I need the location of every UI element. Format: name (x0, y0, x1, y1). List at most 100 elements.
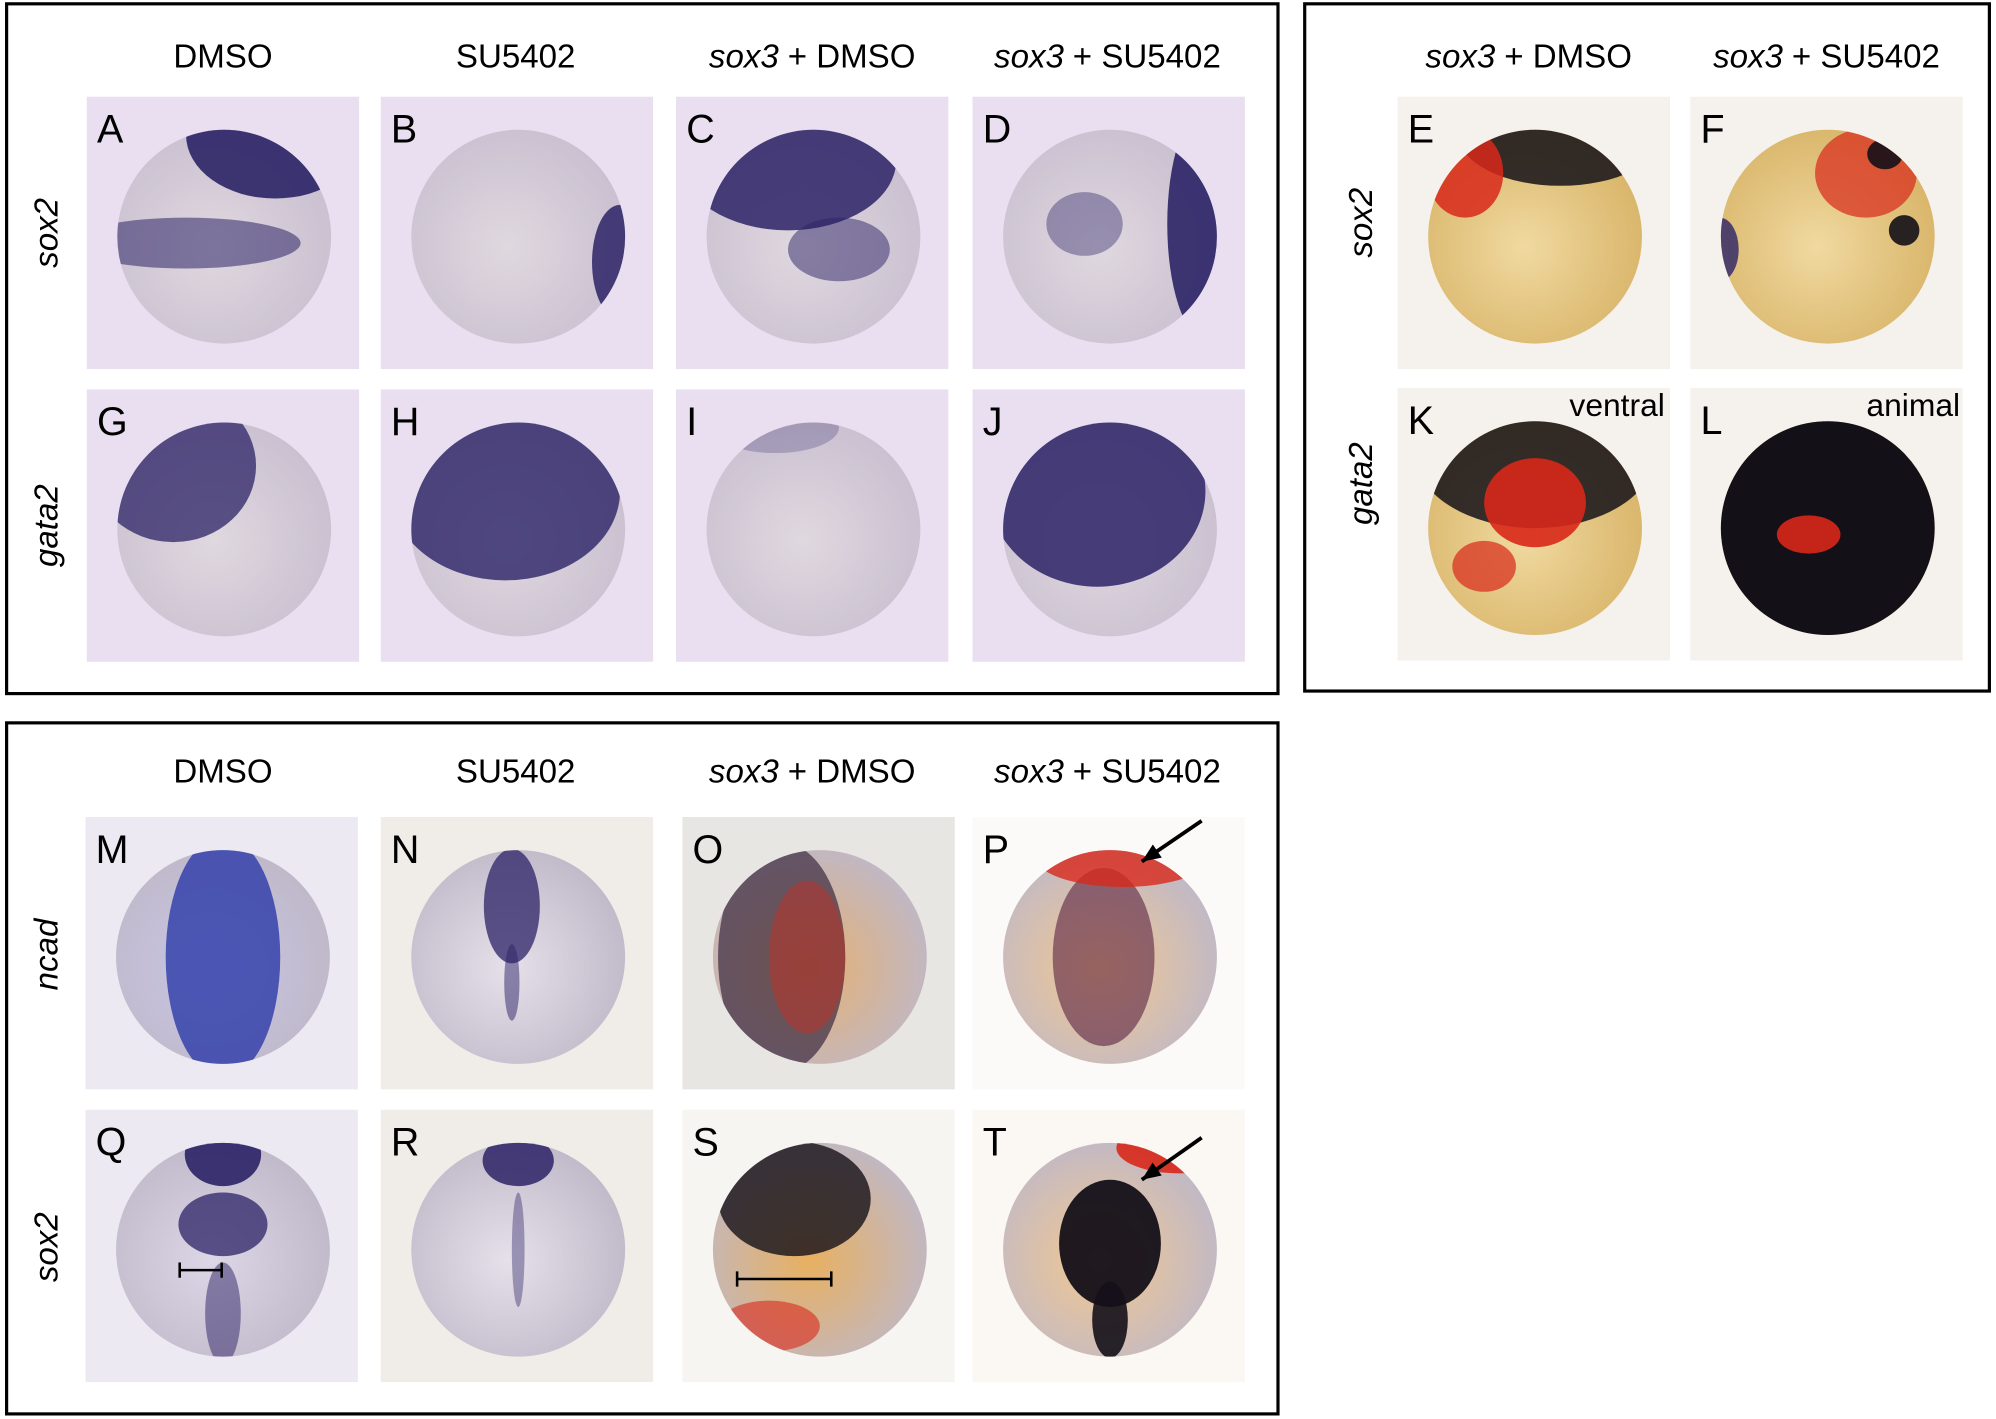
column-header: sox3 + DMSO (1425, 38, 1632, 75)
stain-area (1720, 217, 1739, 282)
embryo-image (1690, 96, 1963, 370)
column-header: sox3 + SU5402 (1713, 38, 1940, 75)
panel-letter: P (983, 828, 1009, 872)
stain-area (1776, 515, 1841, 554)
embryo-image (380, 389, 654, 662)
embryo-image (676, 96, 949, 370)
panel-letter: B (391, 108, 417, 152)
gene-name: sox3 (709, 38, 779, 75)
arrowhead (1141, 844, 1162, 862)
panel-letter: D (983, 108, 1011, 152)
treatment: DMSO (173, 754, 272, 791)
stain-area (1888, 215, 1920, 246)
stain (1046, 129, 1217, 339)
stain-area (117, 217, 301, 269)
column-header: SU5402 (456, 754, 576, 791)
stain (165, 850, 281, 1064)
treatment: + DMSO (788, 38, 916, 75)
embryo-image (972, 389, 1245, 662)
panel-box (1303, 2, 1991, 693)
panel-letter: M (96, 828, 129, 872)
stain-area (1059, 1179, 1161, 1308)
stain-area (1167, 129, 1217, 339)
stain-area (504, 944, 520, 1021)
embryo-image (380, 817, 654, 1090)
stain-area (718, 1142, 871, 1257)
stain-area (511, 1192, 525, 1308)
panel-box (5, 2, 1280, 696)
treatment: DMSO (173, 38, 272, 75)
row-label: gata2 (29, 484, 66, 567)
treatment: + DMSO (788, 754, 916, 791)
embryo-image (676, 389, 949, 662)
embryo-image (972, 96, 1245, 370)
stain-area (1484, 458, 1586, 548)
embryo (411, 1142, 626, 1357)
stain-area (165, 850, 281, 1064)
stain-area (768, 880, 846, 1034)
embryo-image (1690, 388, 1963, 661)
row-label: sox2 (1343, 188, 1380, 258)
stain-area (483, 850, 540, 964)
panel-letter: T (983, 1121, 1007, 1165)
stain-area (1452, 540, 1516, 592)
treatment: + SU5402 (1073, 38, 1221, 75)
stain (718, 850, 846, 1064)
column-header: sox3 + SU5402 (994, 38, 1221, 75)
panel-letter: R (391, 1121, 419, 1165)
column-header: DMSO (173, 754, 272, 791)
panel-letter: N (391, 828, 419, 872)
embryo-image (682, 817, 955, 1090)
arrowhead (1141, 1162, 1162, 1180)
column-header: DMSO (173, 38, 272, 75)
stain (178, 1142, 268, 1357)
treatment: SU5402 (456, 38, 576, 75)
stain-area (1092, 1281, 1128, 1357)
gene-name: sox3 (709, 754, 779, 791)
stain-area (1046, 192, 1123, 256)
panel-letter: S (693, 1121, 719, 1165)
panel-letter: K (1408, 399, 1434, 443)
stain (592, 204, 626, 320)
row-label: sox2 (29, 198, 66, 268)
embryo-image (85, 1109, 358, 1383)
stain-area (592, 204, 626, 320)
stain-area (205, 1262, 241, 1357)
stain (482, 1142, 554, 1308)
stain-area (1428, 421, 1642, 529)
stain-area (178, 1192, 268, 1257)
panel-letter: H (391, 400, 419, 444)
stain-area (1033, 850, 1212, 888)
row-label: sox2 (29, 1212, 66, 1282)
stain (1720, 421, 1935, 636)
embryo-image (86, 389, 360, 662)
embryo-image (972, 1109, 1245, 1383)
panel-letter: C (686, 108, 714, 152)
embryo-image (682, 1109, 955, 1383)
panel-letter: F (1701, 108, 1725, 152)
column-header: sox3 + DMSO (709, 38, 916, 75)
embryo-image (86, 96, 360, 370)
embryo-image (380, 96, 654, 370)
row-label: ncad (29, 917, 66, 990)
annotation: ventral (1569, 387, 1664, 423)
embryo-image (1397, 388, 1670, 661)
treatment: + DMSO (1504, 38, 1632, 75)
treatment: + SU5402 (1792, 38, 1940, 75)
stain-area (718, 850, 846, 1064)
embryo (1003, 129, 1217, 344)
embryo (706, 422, 921, 637)
embryo-image (380, 1109, 654, 1383)
stain-area (482, 1142, 554, 1187)
column-header: SU5402 (456, 38, 576, 75)
gene-name: sox3 (994, 754, 1064, 791)
column-header: sox3 + DMSO (709, 754, 916, 791)
stain-area (706, 129, 897, 231)
treatment: + SU5402 (1073, 754, 1221, 791)
panel-letter: G (97, 400, 128, 444)
gene-name: sox3 (1713, 38, 1783, 75)
panel-box (5, 721, 1280, 1416)
stain (1428, 421, 1642, 592)
stain (483, 850, 540, 1021)
panel-letter: J (983, 400, 1003, 444)
